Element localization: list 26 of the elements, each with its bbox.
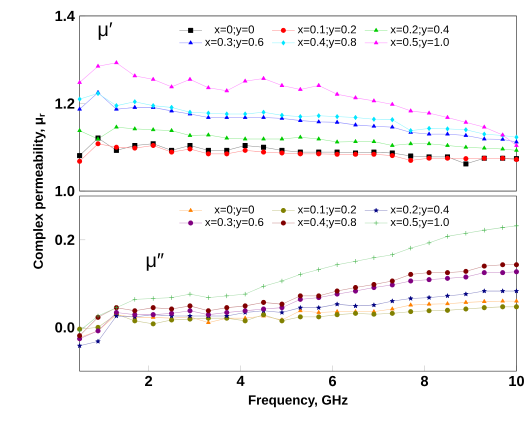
y-tick-label: 0.0 bbox=[55, 322, 74, 333]
x-tick-label: 2 bbox=[145, 376, 152, 386]
legend-label: x=0.3;y=0.6 bbox=[205, 38, 264, 48]
legend-label: x=0.2;y=0.4 bbox=[390, 25, 449, 36]
y-tick-label: 1.0 bbox=[56, 186, 74, 196]
legend-label: x=0.5;y=1.0 bbox=[390, 38, 449, 48]
y-tick-label: 1.4 bbox=[56, 10, 75, 21]
legend-label: x=0.4;y=0.8 bbox=[298, 38, 356, 48]
legend-label: x=0.2;y=0.4 bbox=[390, 206, 449, 216]
legend-label: x=0.4;y=0.8 bbox=[298, 218, 356, 228]
legend-label: x=0.3;y=0.6 bbox=[205, 218, 264, 228]
legend-label: x=0.1;y=0.2 bbox=[298, 206, 356, 216]
legend-label: x=0;y=0 bbox=[214, 25, 254, 36]
legend-label: x=0.5;y=1.0 bbox=[390, 218, 449, 228]
y-axis-title: Complex permeability, μ$_{r}$ bbox=[33, 114, 46, 269]
x-tick-label: 6 bbox=[329, 376, 336, 386]
annotation: μ″ bbox=[146, 253, 164, 271]
x-tick-label: 8 bbox=[420, 376, 428, 386]
x-tick-label: 4 bbox=[236, 376, 245, 386]
x-tick-label: 10 bbox=[509, 376, 524, 386]
y-tick-label: 1.2 bbox=[56, 98, 74, 109]
y-tick-label: 0.2 bbox=[55, 234, 74, 246]
annotation: μ′ bbox=[98, 22, 112, 40]
legend-label: x=0.1;y=0.2 bbox=[298, 25, 356, 36]
legend-label: x=0;y=0 bbox=[214, 206, 254, 216]
x-axis-title: Frequency, GHz bbox=[248, 395, 348, 408]
